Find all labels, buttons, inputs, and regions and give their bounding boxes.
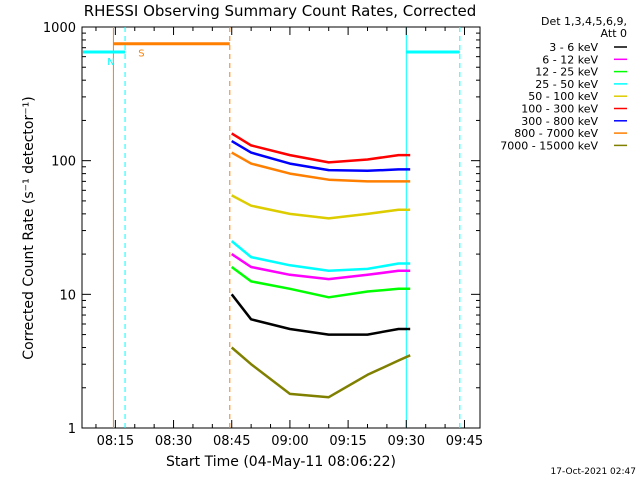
x-tick-label: 08:15 [97,434,134,449]
chart-title: RHESSI Observing Summary Count Rates, Co… [84,2,477,20]
x-tick-label: 08:45 [213,434,250,449]
legend-label-7000-15000-kev: 7000 - 15000 keV [500,139,598,152]
x-axis: 08:15 08:30 08:45 09:00 09:15 09:30 09:45 [95,27,483,449]
flag-s-label: S [138,49,144,60]
legend-label-800-7000-kev: 800 - 7000 keV [514,127,598,140]
series-line-25-50-kev [230,240,411,273]
x-tick-label: 09:30 [388,434,425,449]
x-tick-label: 09:00 [271,434,308,449]
series-line-12-25-kev [230,265,411,299]
legend-label-6-12-kev: 6 - 12 keV [542,53,598,66]
legend-header: Att 0 [601,27,627,40]
legend-label-12-25-kev: 12 - 25 keV [535,66,598,79]
series-line-6-12-kev [231,253,411,281]
series-line-7000-15000-kev [230,346,411,399]
series-line-300-800-kev [231,140,411,173]
x-tick-label: 08:30 [155,434,192,449]
series-line-50-100-kev [231,194,411,220]
y-tick-label: 1 [68,422,76,437]
flags-layer: SN [83,27,461,428]
legend-label-300-800-kev: 300 - 800 keV [521,115,598,128]
y-axis: 1 10 100 1000 [43,21,480,437]
legend-label-100-300-kev: 100 - 300 keV [521,103,598,116]
legend-label-25-50-kev: 25 - 50 keV [535,78,598,91]
y-tick-label: 100 [51,155,76,170]
y-tick-label: 10 [59,288,76,303]
plot-frame [81,26,481,429]
footer-timestamp: 17-Oct-2021 02:47 [551,467,636,477]
x-axis-label: Start Time (04-May-11 08:06:22) [166,454,396,470]
legend-header: Det 1,3,4,5,6,9, [541,15,627,28]
x-tick-label: 09:15 [329,434,366,449]
series-layer [230,132,411,399]
series-line-800-7000-kev [231,151,411,183]
legend-label-3-6-kev: 3 - 6 keV [549,41,598,54]
series-line-3-6-kev [230,293,411,336]
y-axis-label: Corrected Count Rate (s⁻¹ detector⁻¹) [21,96,37,359]
legend-label-50-100-kev: 50 - 100 keV [528,90,598,103]
x-tick-label: 09:45 [446,434,483,449]
series-line-100-300-kev [231,132,411,164]
y-tick-label: 1000 [43,21,76,36]
flag-n-label: N [107,57,114,68]
